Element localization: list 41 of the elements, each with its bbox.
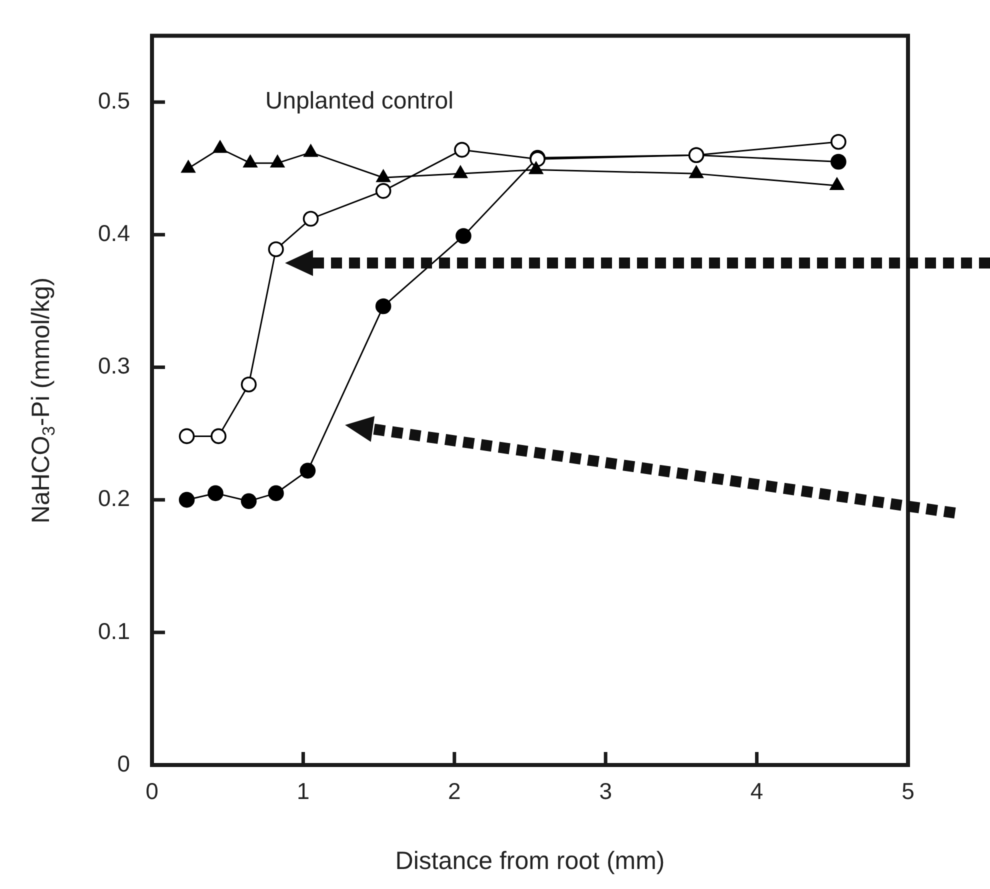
point: [243, 155, 258, 168]
point: [268, 241, 284, 258]
point: [689, 166, 704, 178]
point: [240, 376, 257, 392]
x-axis-title: Distance from root (mm): [395, 846, 665, 875]
point: [178, 428, 195, 444]
point: [830, 178, 844, 190]
point: [456, 228, 472, 244]
x-tick-label: 1: [296, 778, 310, 804]
y-tick-label: 0: [117, 750, 130, 776]
y-axis-title: NaHCO3-Pi (mmol/kg): [26, 277, 58, 524]
point: [181, 160, 196, 173]
point: [304, 144, 318, 157]
point: [375, 183, 392, 199]
y-tick-label: 0.5: [98, 87, 130, 114]
y-tick-label: 0.3: [98, 352, 130, 379]
point: [268, 485, 284, 502]
x-tick-label: 2: [448, 778, 461, 804]
point: [375, 298, 392, 314]
point: [302, 210, 319, 227]
series-label: Unplanted control: [265, 87, 454, 114]
y-tick-label: 0.2: [98, 485, 130, 512]
point: [830, 154, 846, 170]
point: [240, 493, 257, 510]
x-tick-label: 4: [750, 778, 764, 804]
point: [210, 428, 226, 444]
y-tick-label: 0.1: [98, 618, 130, 644]
y-tick-label: 0.4: [98, 220, 130, 246]
x-tick-label: 5: [902, 778, 914, 804]
x-tick-label: 0: [146, 778, 158, 804]
point: [270, 155, 284, 168]
point: [453, 166, 468, 178]
point: [178, 492, 195, 508]
x-tick-label: 3: [599, 778, 612, 804]
point: [208, 485, 224, 502]
point: [529, 162, 544, 174]
point: [454, 142, 470, 158]
point: [376, 170, 390, 182]
point: [300, 462, 316, 479]
point: [213, 140, 227, 153]
point: [830, 134, 846, 150]
